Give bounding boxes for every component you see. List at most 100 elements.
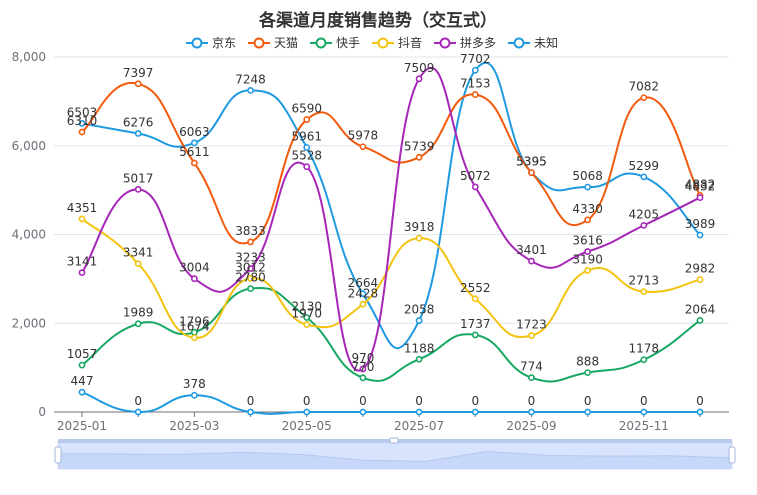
data-point[interactable]: [471, 408, 479, 416]
data-point[interactable]: [640, 288, 648, 296]
data-point[interactable]: [584, 267, 592, 274]
data-point[interactable]: [78, 388, 86, 396]
data-label: 7153: [460, 77, 491, 91]
data-point[interactable]: [134, 130, 142, 137]
legend-item[interactable]: 京东: [186, 36, 236, 50]
zoom-selection[interactable]: [58, 441, 732, 469]
data-point[interactable]: [247, 274, 254, 282]
data-point[interactable]: [415, 317, 423, 325]
data-point[interactable]: [359, 374, 367, 382]
data-point[interactable]: [359, 143, 367, 151]
x-tick-label: 2025-09: [506, 419, 556, 433]
data-point[interactable]: [134, 260, 142, 268]
data-point[interactable]: [471, 331, 479, 339]
data-point[interactable]: [471, 91, 479, 98]
data-point[interactable]: [528, 374, 535, 382]
data-point[interactable]: [640, 173, 648, 181]
data-point[interactable]: [415, 153, 423, 161]
data-point[interactable]: [528, 408, 535, 416]
legend-label: 未知: [534, 36, 558, 50]
data-point[interactable]: [696, 408, 704, 416]
data-point[interactable]: [640, 222, 648, 229]
data-point[interactable]: [134, 320, 142, 328]
data-point[interactable]: [134, 80, 142, 88]
data-label: 5978: [348, 129, 379, 143]
data-point[interactable]: [303, 116, 311, 123]
data-point[interactable]: [415, 75, 423, 83]
data-point[interactable]: [190, 275, 198, 283]
data-point[interactable]: [190, 159, 198, 167]
data-point[interactable]: [528, 257, 535, 265]
data-point[interactable]: [528, 169, 535, 176]
data-point[interactable]: [247, 408, 254, 416]
legend-item[interactable]: 拼多多: [434, 36, 496, 50]
data-point[interactable]: [247, 238, 254, 246]
x-tick-label: 2025-03: [169, 419, 219, 433]
data-point[interactable]: [190, 334, 198, 342]
data-point[interactable]: [303, 314, 311, 321]
data-label: 1970: [291, 307, 322, 321]
data-point[interactable]: [640, 408, 648, 416]
data-point[interactable]: [190, 391, 198, 399]
data-point[interactable]: [78, 128, 86, 136]
data-point[interactable]: [584, 183, 592, 191]
legend-label: 拼多多: [460, 36, 496, 50]
data-point[interactable]: [78, 215, 86, 223]
data-label: 1737: [460, 317, 491, 331]
data-point[interactable]: [415, 234, 423, 242]
legend-item[interactable]: 未知: [508, 36, 558, 50]
data-point[interactable]: [190, 139, 198, 147]
data-point[interactable]: [359, 408, 367, 416]
data-point[interactable]: [359, 290, 367, 298]
data-point[interactable]: [415, 408, 423, 416]
data-point[interactable]: [696, 194, 704, 201]
data-label: 2428: [348, 286, 379, 300]
data-label: 1178: [629, 342, 660, 356]
data-point[interactable]: [471, 183, 479, 191]
data-point[interactable]: [696, 317, 704, 324]
data-label: 1796: [179, 314, 210, 328]
data-point[interactable]: [78, 269, 86, 277]
data-point[interactable]: [696, 276, 704, 284]
legend-label: 抖音: [398, 35, 422, 50]
legend-item[interactable]: 抖音: [372, 35, 422, 50]
legend[interactable]: 京东 天猫 快手 抖音 拼多多 未知: [186, 35, 558, 50]
legend-item[interactable]: 快手: [310, 36, 360, 50]
legend-item[interactable]: 天猫: [248, 36, 298, 50]
legend-marker-icon: [253, 37, 265, 49]
data-label: 2064: [685, 302, 716, 316]
data-point[interactable]: [78, 361, 86, 369]
data-point[interactable]: [584, 216, 592, 224]
zoom-handle[interactable]: [728, 446, 736, 464]
data-point[interactable]: [640, 94, 648, 102]
data-point[interactable]: [584, 248, 592, 255]
data-point[interactable]: [134, 408, 142, 416]
data-point[interactable]: [247, 265, 254, 272]
data-point[interactable]: [696, 231, 704, 239]
data-zoom-slider[interactable]: [54, 437, 736, 470]
data-point[interactable]: [528, 332, 535, 339]
data-point[interactable]: [247, 86, 254, 94]
data-point[interactable]: [640, 356, 648, 364]
data-point[interactable]: [415, 355, 423, 363]
y-tick-label: 8,000: [12, 50, 46, 64]
data-label: 4205: [629, 207, 660, 221]
data-point[interactable]: [303, 163, 311, 171]
data-point[interactable]: [584, 369, 592, 376]
data-point[interactable]: [303, 408, 311, 416]
data-point[interactable]: [471, 66, 479, 74]
data-point[interactable]: [471, 295, 479, 303]
data-point[interactable]: [584, 408, 592, 416]
zoom-handle[interactable]: [54, 446, 62, 464]
data-point[interactable]: [303, 144, 311, 151]
data-label: 3341: [123, 246, 154, 260]
data-point[interactable]: [78, 120, 86, 127]
data-point[interactable]: [359, 300, 367, 308]
data-point[interactable]: [247, 285, 254, 293]
data-point[interactable]: [359, 365, 367, 373]
data-point[interactable]: [303, 321, 311, 328]
data-label: 1989: [123, 306, 154, 320]
zoom-move-handle[interactable]: [389, 437, 399, 444]
data-label: 3190: [572, 252, 603, 266]
data-point[interactable]: [134, 185, 142, 193]
